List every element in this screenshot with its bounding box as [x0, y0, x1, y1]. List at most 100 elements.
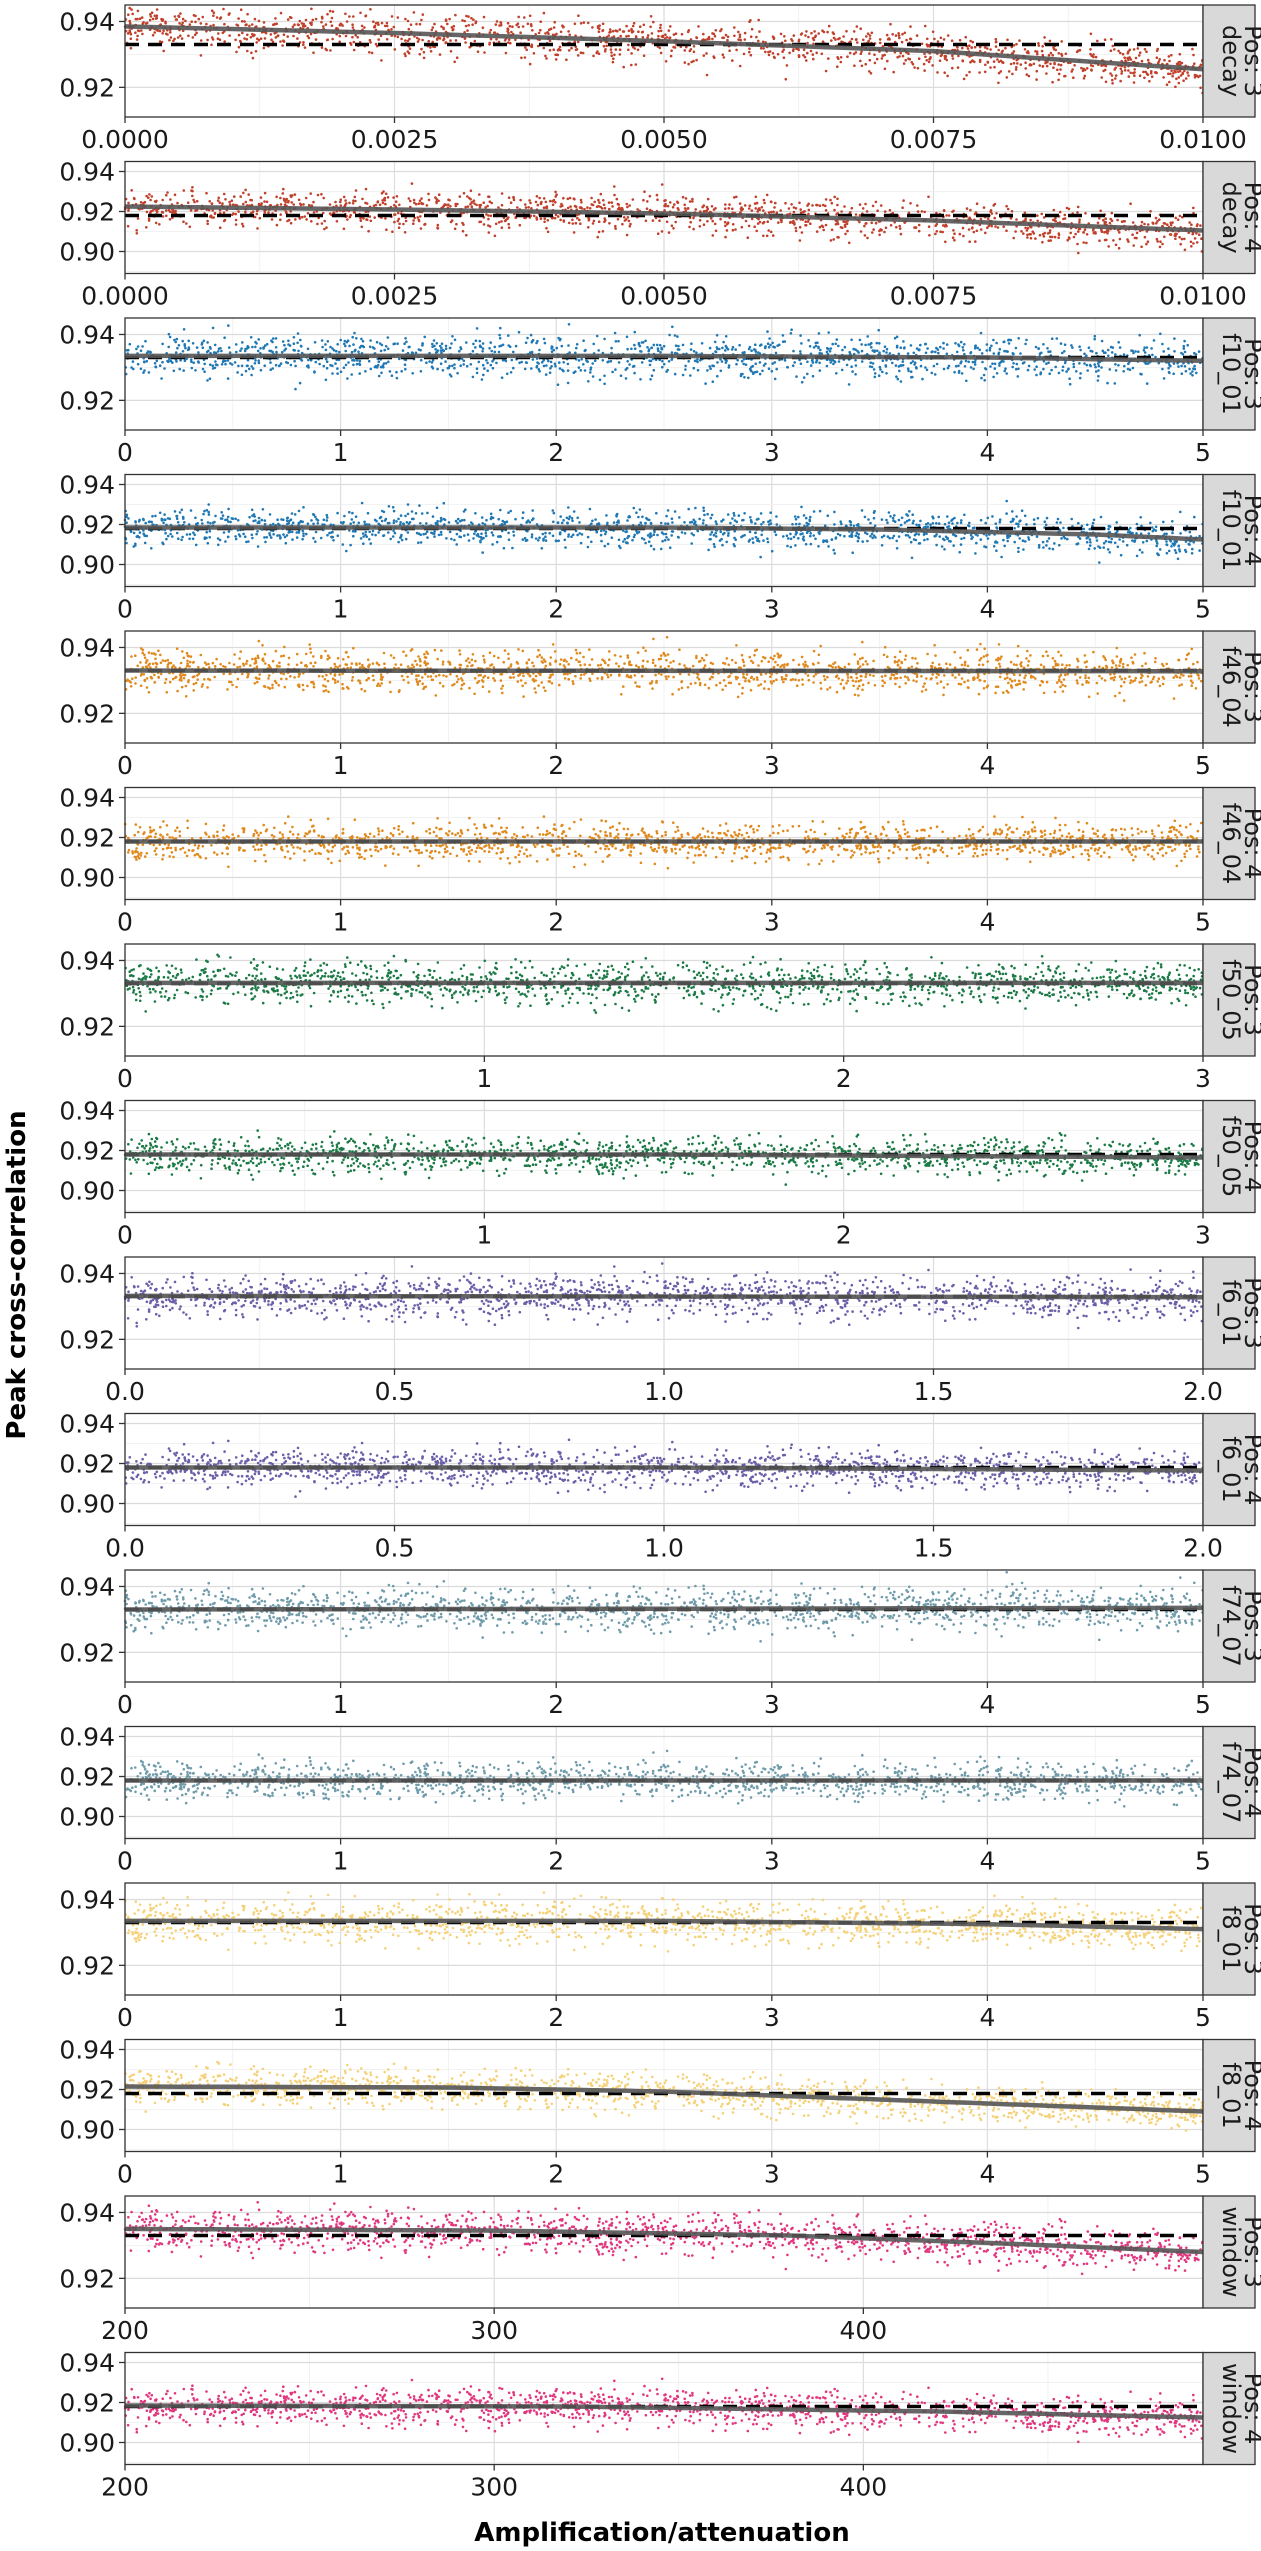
data-point: [972, 230, 976, 234]
data-point: [510, 358, 514, 362]
data-point: [1128, 368, 1132, 372]
data-point: [205, 191, 208, 195]
data-point: [427, 192, 430, 196]
data-point: [1053, 219, 1056, 222]
data-point: [895, 344, 899, 348]
data-point: [863, 234, 867, 237]
data-point: [978, 348, 981, 352]
data-point: [227, 324, 230, 327]
data-point: [407, 197, 411, 200]
data-point: [379, 349, 383, 353]
x-tick-label: 0.0075: [890, 282, 977, 311]
data-point: [694, 208, 697, 211]
data-point: [135, 229, 138, 232]
data-point: [282, 197, 286, 201]
data-point: [664, 60, 668, 63]
data-point: [330, 24, 334, 28]
data-point: [1193, 237, 1197, 240]
data-point: [967, 360, 970, 364]
data-point: [597, 230, 601, 234]
data-point: [246, 12, 249, 16]
x-tick-label: 1: [333, 438, 349, 467]
data-point: [403, 52, 407, 55]
data-point: [352, 15, 355, 18]
data-point: [136, 34, 139, 38]
data-point: [723, 220, 727, 224]
data-point: [811, 374, 815, 378]
data-point: [579, 198, 583, 202]
data-point: [559, 205, 562, 208]
data-point: [614, 48, 618, 51]
data-point: [997, 351, 1001, 355]
data-point: [145, 210, 149, 214]
data-point: [633, 371, 636, 375]
data-point: [1012, 44, 1016, 47]
data-point: [1055, 337, 1059, 340]
data-point: [289, 195, 293, 199]
data-point: [388, 370, 392, 373]
data-point: [810, 31, 813, 35]
data-point: [773, 206, 776, 209]
data-point: [1167, 549, 1171, 553]
data-point: [984, 521, 987, 525]
data-point: [847, 383, 851, 386]
data-point: [731, 207, 734, 211]
data-point: [210, 43, 213, 47]
data-point: [843, 345, 847, 349]
data-point: [403, 342, 406, 346]
data-point: [169, 31, 172, 34]
data-point: [279, 40, 282, 43]
data-point: [230, 199, 234, 202]
data-point: [1001, 49, 1004, 53]
data-point: [393, 342, 397, 346]
data-point: [300, 359, 304, 362]
data-point: [246, 33, 249, 37]
data-point: [888, 352, 892, 355]
data-point: [143, 541, 147, 545]
data-point: [191, 186, 194, 189]
data-point: [1089, 52, 1092, 56]
data-point: [429, 46, 432, 49]
data-point: [644, 219, 648, 223]
data-point: [1099, 515, 1103, 519]
data-point: [767, 50, 770, 54]
data-point: [269, 33, 273, 36]
data-point: [464, 24, 468, 28]
data-point: [692, 216, 695, 220]
data-point: [257, 19, 261, 23]
data-point: [779, 209, 782, 212]
data-point: [497, 206, 500, 209]
data-point: [249, 35, 253, 39]
data-point: [1039, 371, 1043, 374]
data-point: [363, 26, 366, 29]
data-point: [1177, 61, 1180, 64]
data-point: [228, 351, 232, 354]
data-point: [757, 39, 760, 43]
data-point: [1143, 76, 1146, 80]
data-point: [990, 344, 993, 348]
data-point: [1079, 348, 1082, 352]
data-point: [169, 359, 173, 363]
data-point: [456, 202, 459, 206]
data-point: [487, 195, 491, 199]
data-point: [1197, 233, 1201, 236]
data-point: [149, 351, 152, 354]
data-point: [818, 369, 822, 372]
data-point: [873, 375, 877, 379]
data-point: [868, 365, 872, 368]
data-point: [705, 73, 709, 77]
data-point: [1002, 225, 1005, 229]
data-point: [471, 375, 475, 379]
data-point: [507, 334, 510, 337]
data-point: [526, 22, 530, 26]
data-point: [1181, 71, 1184, 75]
data-point: [864, 222, 867, 225]
data-point: [931, 64, 934, 67]
data-point: [836, 235, 839, 239]
data-point: [335, 220, 339, 223]
data-point: [1003, 340, 1006, 344]
data-point: [345, 340, 349, 344]
data-point: [863, 224, 866, 228]
data-point: [339, 200, 342, 204]
data-point: [1107, 354, 1110, 358]
